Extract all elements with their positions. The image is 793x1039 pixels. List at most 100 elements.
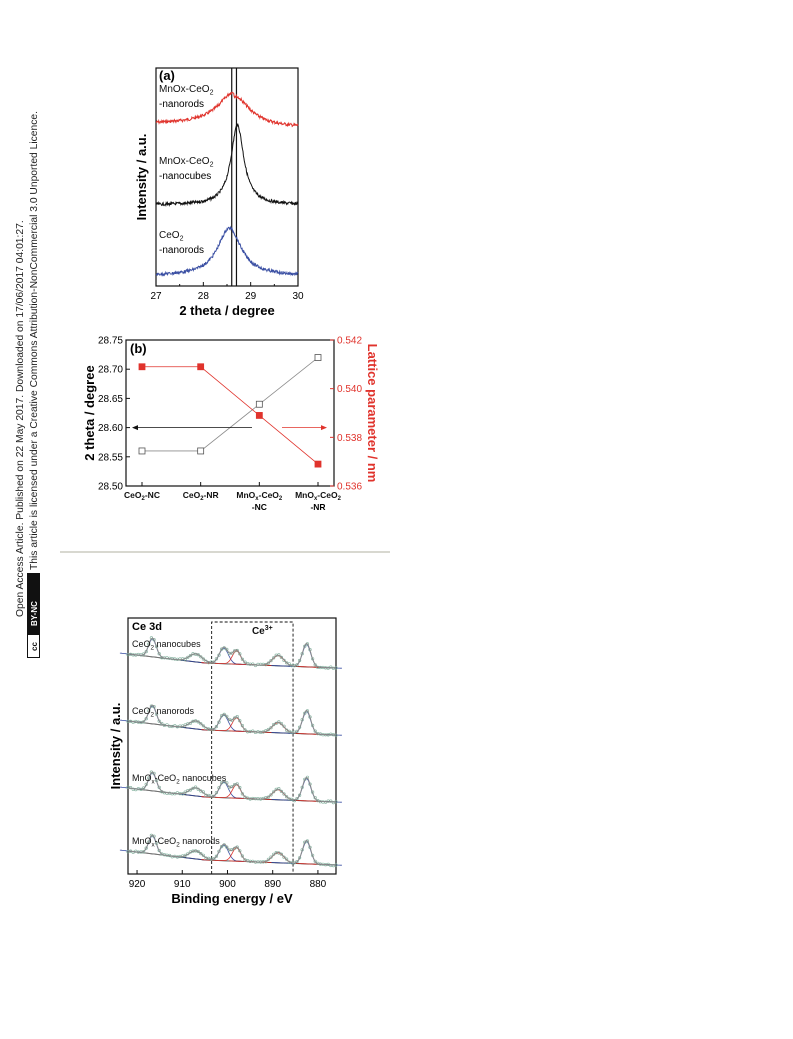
data-point bbox=[214, 724, 218, 729]
y-right-tick-label: 0.536 bbox=[337, 482, 362, 493]
data-point bbox=[313, 859, 317, 863]
series-label: MnOx-CeO2 bbox=[159, 84, 214, 97]
y-axis-label: Intensity / a.u. bbox=[108, 703, 123, 790]
x-axis-label: 2 theta / degree bbox=[179, 303, 274, 318]
series-label: CeO2 bbox=[159, 230, 184, 243]
data-point bbox=[240, 657, 244, 661]
plot-frame bbox=[125, 339, 335, 487]
y-left-tick-label: 28.70 bbox=[98, 365, 123, 376]
lattice-chart: 28.50 28.55 28.60 28.65 28.70 28.75 0.536 0.538… bbox=[82, 336, 380, 513]
data-point bbox=[157, 848, 161, 853]
data-point bbox=[157, 652, 161, 656]
data-point bbox=[314, 354, 322, 361]
series-line bbox=[142, 366, 319, 465]
data-point bbox=[129, 786, 133, 790]
series-label-line2: -nanorods bbox=[159, 99, 204, 110]
data-point bbox=[269, 658, 273, 663]
data-point bbox=[225, 647, 229, 652]
data-point bbox=[295, 797, 299, 801]
data-point bbox=[313, 729, 317, 733]
data-point bbox=[298, 856, 302, 860]
data-point bbox=[196, 849, 200, 854]
x-category-label-line2: -NR bbox=[310, 502, 325, 512]
data-point bbox=[272, 790, 276, 794]
data-point bbox=[282, 724, 286, 728]
y-right-tick-label: 0.540 bbox=[337, 384, 362, 395]
ce3-region-box bbox=[211, 621, 294, 874]
figure-a-xrd: 27 28 29 30 2 theta / degree Intensity / a.u.… bbox=[118, 58, 318, 328]
data-point bbox=[287, 729, 291, 733]
x-category-label: MnOx-CeO2 bbox=[236, 490, 283, 502]
figure-xps-ce3d: 920 910 900 890 880 Binding energy / eV Intens… bbox=[100, 610, 345, 915]
licence-sidebar: Open Access Article. Published on 22 May… bbox=[0, 0, 50, 700]
data-point bbox=[186, 655, 190, 659]
series-line bbox=[142, 357, 319, 452]
y-left-tick-label: 28.60 bbox=[98, 423, 123, 434]
ce3-region-label: Ce3+ bbox=[252, 625, 273, 637]
data-point bbox=[295, 860, 299, 864]
data-point bbox=[138, 447, 146, 455]
series-label: MnOx-CeO2 nanocubes bbox=[132, 773, 227, 785]
data-point bbox=[314, 460, 322, 468]
data-point bbox=[269, 855, 273, 859]
right-axis-arrowhead bbox=[321, 425, 327, 431]
y-right-axis-label: Lattice parameter / nm bbox=[365, 344, 380, 483]
x-tick-label: 910 bbox=[174, 879, 191, 890]
data-point bbox=[199, 852, 203, 856]
series-label-line2: -nanorods bbox=[159, 245, 204, 256]
data-point bbox=[199, 655, 203, 659]
x-category-label: CeO2-NC bbox=[124, 490, 160, 502]
data-point bbox=[295, 663, 299, 667]
xrd-series-line bbox=[155, 123, 299, 207]
data-point bbox=[282, 792, 286, 796]
data-point bbox=[219, 845, 224, 849]
x-tick-label: 880 bbox=[310, 879, 327, 890]
data-point bbox=[188, 653, 192, 658]
data-point bbox=[253, 663, 257, 668]
y-left-tick-label: 28.55 bbox=[98, 452, 123, 463]
data-point bbox=[197, 447, 205, 455]
series-label: CeO2 nanocubes bbox=[132, 639, 201, 651]
by-nc-text: BY-NC bbox=[30, 601, 39, 626]
data-point bbox=[329, 665, 333, 669]
fit-component bbox=[271, 841, 342, 866]
data-point bbox=[251, 729, 255, 733]
data-point bbox=[272, 656, 276, 660]
data-point bbox=[269, 726, 273, 730]
data-point bbox=[243, 728, 247, 732]
y-right-tick-label: 0.542 bbox=[337, 336, 362, 347]
data-point bbox=[269, 793, 273, 797]
fit-component bbox=[271, 711, 342, 736]
data-point bbox=[217, 849, 221, 853]
data-point bbox=[199, 722, 203, 726]
panel-label: (b) bbox=[130, 341, 147, 356]
y-left-tick-label: 28.75 bbox=[98, 336, 123, 347]
x-tick-label: 29 bbox=[245, 291, 257, 302]
cc-by-nc-badge-icon[interactable]: cc BY-NC bbox=[27, 573, 40, 658]
panel-label: (a) bbox=[159, 68, 175, 83]
data-point bbox=[196, 653, 200, 657]
series-label: MnOx-CeO2 nanorods bbox=[132, 836, 220, 848]
data-point bbox=[285, 795, 289, 799]
x-tick-label: 890 bbox=[264, 879, 281, 890]
data-point bbox=[193, 785, 198, 789]
y-axis-label: Intensity / a.u. bbox=[134, 134, 149, 221]
x-tick-label: 920 bbox=[129, 879, 146, 890]
data-point bbox=[214, 854, 218, 858]
data-point bbox=[285, 661, 289, 665]
chart-title: Ce 3d bbox=[132, 621, 162, 633]
data-point bbox=[238, 652, 242, 656]
data-point bbox=[251, 662, 255, 666]
data-point bbox=[131, 850, 135, 854]
data-point bbox=[282, 855, 286, 859]
data-point bbox=[165, 723, 169, 727]
series-label: CeO2 nanorods bbox=[132, 706, 195, 718]
published-date-text: Open Access Article. Published on 22 May… bbox=[15, 220, 26, 617]
figure-b-lattice: 28.50 28.55 28.60 28.65 28.70 28.75 0.536 0.538… bbox=[82, 330, 382, 525]
data-point bbox=[144, 846, 148, 850]
fit-envelope bbox=[127, 771, 336, 803]
series-label: MnOx-CeO2 bbox=[159, 156, 214, 169]
series-label-line2: -nanocubes bbox=[159, 171, 211, 182]
data-point bbox=[197, 363, 205, 371]
licence-link[interactable]: This article is licensed under a Creativ… bbox=[29, 111, 40, 570]
